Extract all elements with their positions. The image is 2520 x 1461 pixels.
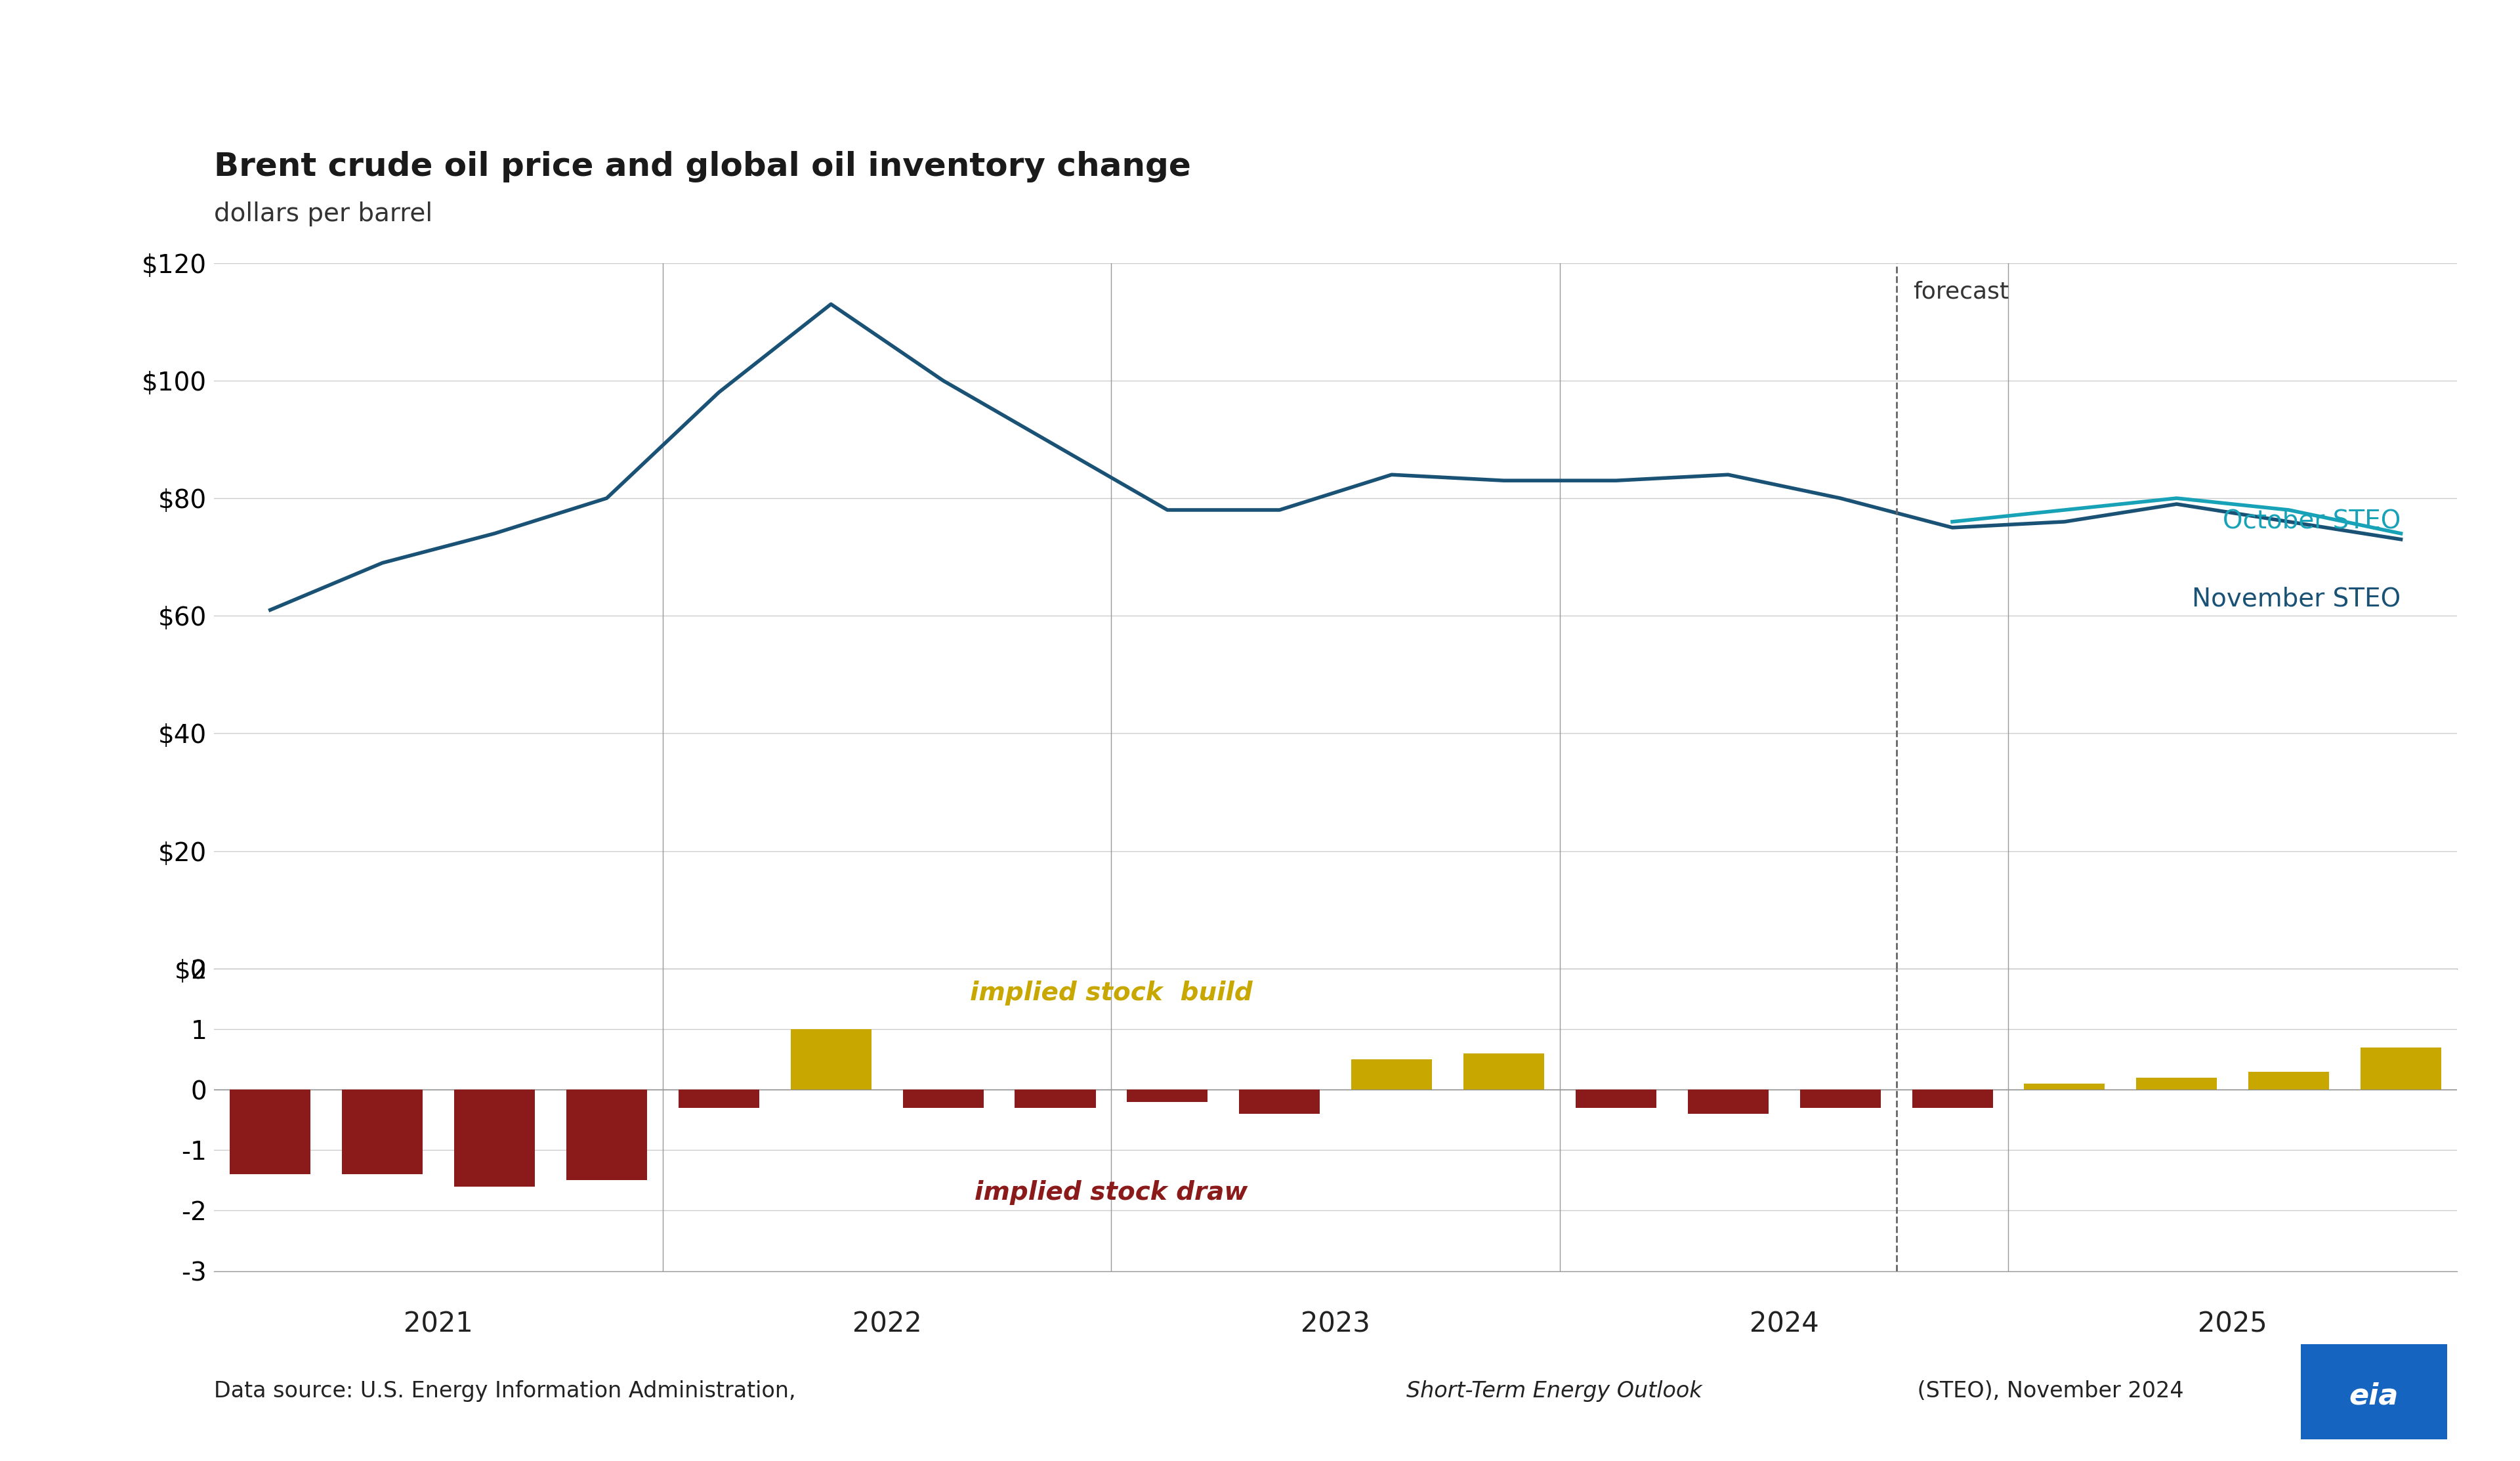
Bar: [2024, 1084, 2104, 1090]
Bar: [229, 1090, 310, 1175]
Text: Data source: U.S. Energy Information Administration,: Data source: U.S. Energy Information Adm…: [214, 1381, 804, 1401]
Bar: [2361, 1048, 2442, 1090]
Text: November STEO: November STEO: [2192, 586, 2402, 611]
Bar: [1016, 1090, 1096, 1107]
Text: dollars per barrel: dollars per barrel: [214, 202, 433, 226]
Text: 2025: 2025: [2197, 1311, 2268, 1338]
Bar: [791, 1029, 872, 1090]
Bar: [2137, 1078, 2218, 1090]
Bar: [1688, 1090, 1769, 1113]
Text: eia: eia: [2349, 1382, 2399, 1410]
Bar: [1351, 1059, 1431, 1090]
Text: implied stock draw: implied stock draw: [975, 1180, 1247, 1205]
Bar: [2248, 1071, 2328, 1090]
Bar: [1575, 1090, 1656, 1107]
Bar: [902, 1090, 983, 1107]
Bar: [343, 1090, 423, 1175]
Bar: [1126, 1090, 1207, 1102]
Text: Short-Term Energy Outlook: Short-Term Energy Outlook: [1406, 1381, 1701, 1401]
Text: 2022: 2022: [852, 1311, 922, 1338]
Text: 2024: 2024: [1749, 1311, 1819, 1338]
Bar: [678, 1090, 759, 1107]
Text: October STEO: October STEO: [2223, 508, 2402, 533]
Bar: [1799, 1090, 1880, 1107]
Text: 2021: 2021: [403, 1311, 474, 1338]
Bar: [567, 1090, 648, 1180]
Text: (STEO), November 2024: (STEO), November 2024: [1910, 1381, 2182, 1401]
Text: implied stock  build: implied stock build: [970, 980, 1252, 1005]
Text: Brent crude oil price and global oil inventory change: Brent crude oil price and global oil inv…: [214, 150, 1192, 183]
Bar: [1464, 1053, 1545, 1090]
Bar: [1913, 1090, 1993, 1107]
Bar: [1240, 1090, 1320, 1113]
Text: 2023: 2023: [1300, 1311, 1371, 1338]
Text: forecast: forecast: [1913, 281, 2008, 302]
Bar: [454, 1090, 534, 1186]
